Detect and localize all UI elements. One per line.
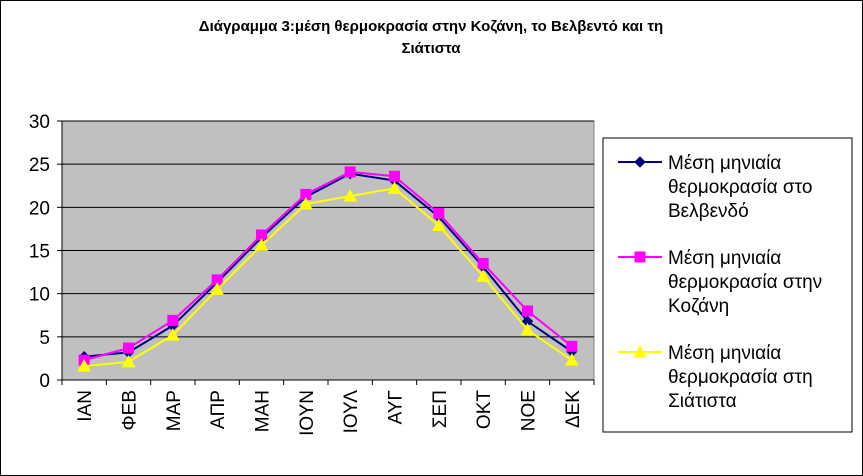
series-2-point-ΣΕΠ xyxy=(431,218,446,231)
legend-series-1-label-line-2: Κοζάνη xyxy=(668,296,729,317)
x-tick-label-ΜΑΗ: ΜΑΗ xyxy=(253,390,274,432)
legend-series-0-label-line-1: θερμοκρασία στο xyxy=(668,177,812,198)
x-tick-label-ΙΟΥΛ: ΙΟΥΛ xyxy=(341,390,362,434)
legend-series-0-label-line-0: Μέση μηνιαία xyxy=(668,153,781,174)
y-tick-label-20: 20 xyxy=(29,198,50,219)
series-1-point-ΦΕΒ xyxy=(123,342,134,354)
series-1-point-ΔΕΚ xyxy=(566,340,578,352)
series-2-point-ΜΑΡ xyxy=(165,328,180,341)
legend-series-2-label-line-0: Μέση μηνιαία xyxy=(668,343,781,364)
series-1-point-ΙΟΥΛ xyxy=(344,166,356,178)
legend: Μέση μηνιαία θερμοκρασία στο Βελβενδό Μέση … xyxy=(602,137,853,433)
series-1-point-ΝΟΕ xyxy=(522,305,533,317)
x-tick-label-ΝΟΕ: ΝΟΕ xyxy=(519,390,540,431)
y-tick-label-30: 30 xyxy=(29,112,50,133)
legend-series-0-marker xyxy=(634,156,646,168)
legend-series-2-label-line-2: Σιάτιστα xyxy=(668,391,737,412)
legend-series-1-marker xyxy=(634,251,646,263)
series-2-point-ΑΥΓ xyxy=(387,181,402,194)
series-2-point-ΙΟΥΝ xyxy=(298,196,313,210)
y-tick-label-5: 5 xyxy=(39,328,50,349)
series-2-point-ΔΕΚ xyxy=(564,353,579,366)
y-tick-label-10: 10 xyxy=(29,285,50,306)
series-2-point-ΙΑΝ xyxy=(77,359,92,372)
y-tick-label-0: 0 xyxy=(39,371,50,392)
series-2-point-ΦΕΒ xyxy=(121,354,136,368)
legend-series-2-marker xyxy=(633,344,647,358)
series-2-point-ΜΑΗ xyxy=(254,238,269,251)
chart-title-line-2: Σιάτιστα xyxy=(401,40,461,57)
legend-series-1-label-line-0: Μέση μηνιαία xyxy=(668,248,781,269)
x-tick-label-ΑΠΡ: ΑΠΡ xyxy=(208,390,229,429)
x-tick-label-ΙΑΝ: ΙΑΝ xyxy=(75,390,96,422)
x-tick-label-ΔΕΚ: ΔΕΚ xyxy=(563,390,584,428)
series-0-line xyxy=(84,172,573,358)
legend-series-0-label-line-2: Βελβενδό xyxy=(668,201,749,222)
series-2-point-ΑΠΡ xyxy=(210,282,225,295)
series-2-point-ΝΟΕ xyxy=(520,322,535,336)
legend-series-2-label-line-1: θερμοκρασία στη xyxy=(668,367,813,388)
plot-area: 0 5 10 15 20 25 30 ΙΑΝ ΦΕΒ ΜΑΡ ΑΠΡ ΜΑΗ ΙΟΥΝ ΙΟΥΛ ΑΥΓ ΣΕ… xyxy=(29,112,595,436)
series-1-point-ΣΕΠ xyxy=(433,207,445,219)
legend-series-1-label-line-1: θερμοκρασία στην xyxy=(668,272,822,293)
chart-title-line-1: Διάγραμμα 3:μέση θερμοκρασία στην Κοζάνη… xyxy=(199,18,663,35)
series-2-point-ΙΟΥΛ xyxy=(343,189,358,202)
x-tick-label-ΟΚΤ: ΟΚΤ xyxy=(474,390,495,429)
x-tick-label-ΜΑΡ: ΜΑΡ xyxy=(164,390,185,431)
x-tick-label-ΣΕΠ: ΣΕΠ xyxy=(430,390,451,428)
y-tick-label-15: 15 xyxy=(29,242,50,263)
legend-box xyxy=(602,137,853,433)
x-tick-label-ΦΕΒ: ΦΕΒ xyxy=(120,390,141,431)
x-tick-label-ΙΟΥΝ: ΙΟΥΝ xyxy=(297,390,318,436)
x-tick-label-ΑΥΓ: ΑΥΓ xyxy=(386,390,407,424)
series-1-point-ΜΑΡ xyxy=(167,314,179,326)
series-1-line xyxy=(83,170,573,362)
series-2-point-ΟΚΤ xyxy=(476,269,491,282)
series-2-line xyxy=(84,187,573,368)
y-tick-label-25: 25 xyxy=(29,155,50,176)
series-1-point-ΑΥΓ xyxy=(389,170,400,182)
series-1-point-ΟΚΤ xyxy=(477,257,489,269)
